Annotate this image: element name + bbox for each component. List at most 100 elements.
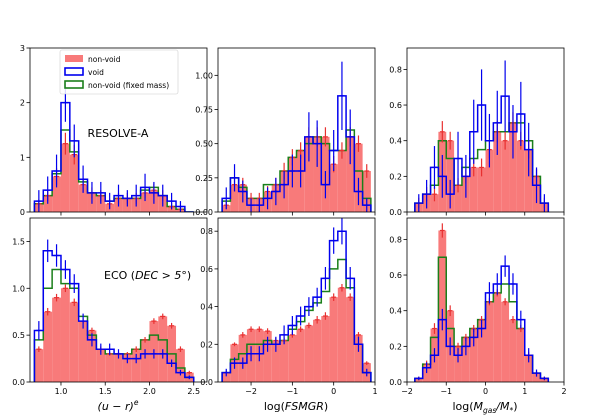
plot-area — [33, 239, 195, 382]
nonvoid-bar — [176, 349, 185, 382]
legend-label: void — [88, 68, 104, 77]
nonvoid-bar — [140, 192, 150, 212]
y-tick-label: 0.00 — [195, 208, 213, 217]
nonvoid-bar — [313, 136, 322, 212]
xlabel-u-minus-r: (u − r)e — [98, 398, 139, 413]
y-tick-label: 0.6 — [389, 101, 402, 110]
nonvoid-bar — [52, 297, 61, 382]
nonvoid-bar — [96, 349, 106, 382]
axes-frame — [29, 217, 208, 383]
xlabel-gas-close: ) — [513, 400, 517, 413]
nonvoid-bar — [485, 301, 494, 382]
nonvoid-bar — [69, 154, 79, 212]
y-tick-label: 0.2 — [200, 340, 213, 349]
y-tick-label: 0.8 — [389, 235, 402, 244]
x-tick-label: 0 — [331, 387, 336, 396]
nonvoid-bar — [78, 184, 88, 212]
y-tick-label: 0.4 — [389, 137, 402, 146]
xlabel-gas-m1: M — [474, 400, 484, 413]
nonvoid-bar — [296, 329, 305, 382]
nonvoid-bar — [362, 171, 371, 212]
y-tick-label: 0.8 — [389, 65, 402, 74]
annotation-eco-suffix: ) — [187, 269, 191, 282]
y-tick-label: 0.0 — [389, 378, 402, 387]
nonvoid-bar — [501, 301, 510, 382]
plot-area — [414, 223, 550, 382]
legend-label: non-void (fixed mass) — [88, 81, 169, 90]
nonvoid-bar — [105, 353, 115, 382]
nonvoid-bar — [52, 176, 61, 212]
nonvoid-bar — [346, 136, 355, 212]
xlabel-gas-m2: /M — [495, 400, 510, 413]
x-tick-label: 1 — [372, 387, 377, 396]
y-tick-label: 0 — [20, 208, 25, 217]
axes-frame — [217, 47, 376, 213]
nonvoid-bar — [140, 339, 150, 382]
y-tick-label: 0.8 — [200, 227, 213, 236]
axes-frame — [217, 217, 376, 383]
nonvoid-bar — [78, 321, 88, 382]
nonvoid-bar — [493, 292, 502, 382]
nonvoid-bar — [524, 355, 533, 382]
y-tick-label: 0.0 — [200, 378, 213, 387]
xlabel-fsmgr-log: log( — [264, 400, 285, 413]
xlabel-fsmgr: log(FSMGR) — [264, 400, 328, 413]
y-tick-label: 0.75 — [195, 106, 213, 115]
x-tick-label: −1 — [440, 387, 452, 396]
nonvoid-bar — [477, 167, 486, 212]
nonvoid-bar — [329, 164, 338, 212]
nonvoid-bar — [329, 297, 338, 382]
nonvoid-bar — [60, 288, 70, 382]
y-tick-label: 0.5 — [12, 331, 25, 340]
nonvoid-bar — [430, 194, 439, 212]
y-tick-label: 1.0 — [12, 284, 25, 293]
xlabel-fsmgr-var: FSMGR — [285, 400, 324, 413]
y-tick-label: 0.0 — [389, 208, 402, 217]
nonvoid-bar — [414, 378, 423, 382]
nonvoid-bar — [501, 140, 510, 212]
y-tick-label: 2 — [20, 99, 25, 108]
annotation-resolve-a: RESOLVE-A — [88, 127, 149, 140]
nonvoid-bar — [454, 346, 462, 382]
nonvoid-bar — [337, 287, 347, 382]
xlabel-fsmgr-close: ) — [324, 400, 328, 413]
x-tick-label: −2 — [245, 387, 257, 396]
x-tick-label: 1.5 — [99, 387, 112, 396]
y-tick-label: 0.2 — [389, 342, 402, 351]
nonvoid-bar — [321, 316, 330, 382]
axes-frame — [29, 47, 208, 213]
x-tick-label: 0 — [483, 387, 488, 396]
x-tick-label: 1 — [522, 387, 527, 396]
y-tick-label: 0.6 — [200, 265, 213, 274]
panel-0-2: 0.0 0.2 0.4 0.6 0.8 — [389, 47, 565, 217]
nonvoid-bar — [222, 372, 231, 382]
nonvoid-bar — [354, 334, 363, 382]
nonvoid-bar — [540, 378, 549, 382]
nonvoid-bar — [509, 319, 517, 382]
nonvoid-bar — [69, 302, 79, 382]
y-tick-label: 0.6 — [389, 271, 402, 280]
x-tick-label: 2.5 — [187, 387, 200, 396]
xlabel-gas-ratio: log(Mgas/M*) — [452, 400, 517, 415]
panel-0-0: 0 1 2 3 — [20, 44, 208, 217]
nonvoid-bar — [313, 319, 322, 382]
nonvoid-bar — [337, 150, 347, 212]
legend: non-void void non-void (fixed mass) — [59, 49, 179, 95]
xlabel-gas-sub1: gas — [483, 406, 496, 415]
y-tick-label: 1.00 — [195, 71, 213, 80]
nonvoid-bar — [516, 328, 525, 382]
legend-swatch-nonvoid — [65, 55, 83, 62]
nonvoid-bar — [438, 230, 447, 382]
nonvoid-bar — [516, 140, 525, 212]
void-step-line — [33, 101, 194, 212]
legend-swatch-fixed-mass — [64, 80, 84, 89]
nonvoid-bar — [509, 122, 517, 212]
x-tick-label: 1.0 — [55, 387, 68, 396]
nonvoid-bar — [122, 353, 132, 382]
nonvoid-bar — [230, 184, 239, 212]
panel-1-1: −2 −1 0 1 0.0 0.2 0.4 0.6 0.8 — [200, 217, 378, 396]
nonvoid-bar — [461, 337, 470, 382]
y-tick-label: 1 — [20, 153, 25, 162]
xlabel-u-minus-r-sup: e — [134, 398, 139, 407]
nonvoid-bar — [34, 349, 44, 382]
